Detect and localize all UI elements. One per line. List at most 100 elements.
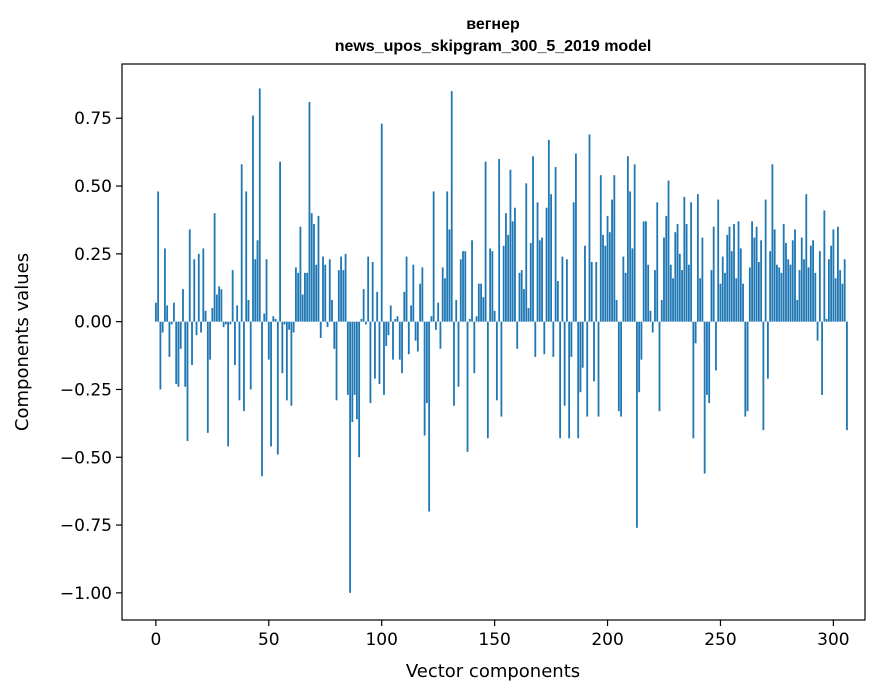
bar-component-196 [597,321,600,417]
bar-component-147 [486,321,489,439]
bar-component-202 [611,199,613,322]
bar-component-33 [229,321,232,325]
bar-component-121 [428,321,431,512]
bar-component-27 [215,294,218,322]
bar-component-78 [331,299,333,322]
bar-component-304 [841,283,844,322]
bar-component-75 [324,264,327,322]
bar-component-251 [721,256,724,322]
bar-component-77 [328,259,331,322]
bar-component-233 [681,270,683,322]
bar-component-206 [620,321,622,417]
bar-component-120 [425,321,428,404]
bar-component-289 [807,267,810,322]
bar-component-119 [423,321,426,436]
bar-component-283 [794,229,796,322]
bar-component-32 [227,321,230,447]
bar-component-151 [495,321,498,401]
bar-component-246 [710,270,713,322]
bar-component-305 [843,259,846,322]
bar-component-204 [615,299,618,322]
bar-component-92 [362,289,365,322]
bar-component-61 [292,321,295,333]
bar-component-118 [421,267,424,322]
bar-component-108 [398,321,401,360]
bar-component-131 [450,91,453,322]
bar-component-139 [468,318,471,322]
y-axis-label: Components values [12,253,33,431]
bar-component-55 [279,161,281,322]
bar-component-22 [204,310,207,322]
bar-component-282 [791,240,794,322]
bar-component-135 [459,259,462,322]
bar-component-298 [827,259,830,322]
bar-component-247 [712,226,715,322]
y-tick-label: −1.00 [60,584,112,604]
bar-component-168 [534,321,537,357]
x-axis-label: Vector components [406,661,580,682]
bar-component-169 [536,202,539,322]
bar-component-266 [755,226,758,322]
bar-component-250 [719,283,722,322]
bar-component-163 [523,289,525,322]
bar-component-97 [374,321,376,379]
x-tick-label: 200 [591,630,623,650]
bar-component-265 [753,237,756,322]
bar-component-0 [154,302,157,322]
bar-component-284 [796,299,799,322]
bar-component-270 [764,199,767,322]
bar-component-241 [699,278,702,322]
bar-component-263 [748,267,751,322]
bar-component-203 [613,175,616,322]
bar-component-173 [545,207,548,322]
bar-component-15 [188,229,191,322]
bar-component-101 [383,321,385,395]
bar-component-79 [333,321,336,349]
bar-component-194 [593,321,595,382]
bar-component-70 [313,224,315,322]
bar-component-190 [584,245,586,322]
bar-component-129 [446,191,449,322]
bar-component-141 [473,321,476,374]
bar-component-111 [405,256,408,322]
bar-component-95 [369,321,372,404]
bar-component-221 [654,270,656,322]
bar-component-191 [586,321,589,417]
bar-component-223 [658,321,661,412]
bar-component-74 [322,256,324,322]
bar-component-236 [687,264,690,322]
bar-component-161 [518,272,521,322]
bar-component-114 [412,264,415,322]
bar-component-212 [633,164,636,322]
bar-component-170 [538,240,541,322]
bar-component-4 [164,248,166,322]
bar-component-205 [617,321,620,412]
bar-component-243 [703,321,706,474]
bar-component-293 [816,321,819,341]
bar-component-188 [579,321,582,393]
bar-component-134 [457,321,460,387]
bar-component-150 [493,310,496,322]
bar-component-3 [161,321,164,333]
bar-component-235 [685,224,688,322]
bar-component-156 [507,234,510,322]
bar-component-10 [177,321,180,387]
bar-component-174 [547,139,550,322]
bar-component-99 [378,321,381,385]
bar-component-127 [441,267,444,322]
y-axis-ticks: 0.75 0.50 0.25 0.00 −0.25 −0.50 −0.75 −1.00 [60,109,122,604]
bar-component-9 [175,321,178,385]
bar-component-290 [809,245,812,322]
bar-component-301 [834,278,837,322]
bar-component-110 [403,291,406,322]
bar-component-267 [757,261,760,322]
bar-component-24 [209,321,211,360]
bar-component-100 [380,123,383,322]
bar-component-57 [283,321,286,325]
y-tick-label: 0.00 [74,313,112,333]
bar-component-35 [234,321,236,366]
bar-component-157 [509,169,512,322]
bar-component-217 [645,221,647,322]
bar-component-138 [466,321,469,452]
